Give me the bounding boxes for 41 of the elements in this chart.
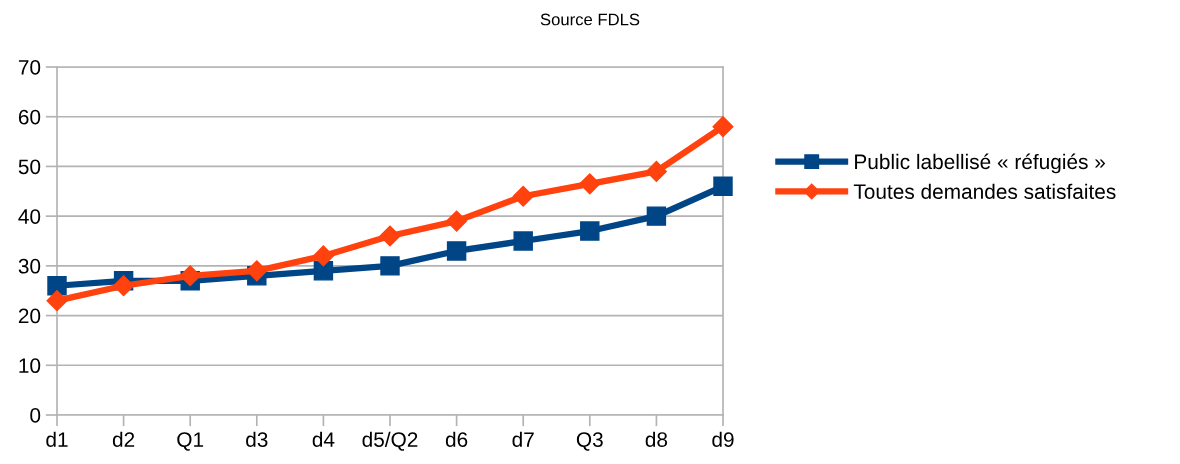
legend-label: Toutes demandes satisfaites (853, 183, 1116, 199)
x-tick-label: d2 (112, 431, 135, 447)
point (46, 290, 68, 312)
point (380, 256, 400, 276)
x-tick-label: d5/Q2 (362, 431, 418, 451)
y-tick-label: 0 (30, 408, 41, 423)
x-tick-label: d7 (512, 431, 534, 447)
x-tick-label: d6 (445, 431, 468, 447)
y-tick-label: 40 (18, 209, 41, 224)
point (513, 231, 533, 251)
y-tick-label: 60 (18, 109, 41, 125)
point (512, 185, 534, 207)
point (47, 276, 67, 296)
point (313, 261, 334, 281)
x-tick-label: d3 (246, 431, 268, 447)
point (446, 241, 467, 261)
y-tick-label: 10 (19, 358, 41, 374)
x-tick-label: d1 (46, 431, 68, 447)
chart-title: Source FDLS (540, 13, 640, 26)
point (646, 206, 667, 226)
point (113, 275, 135, 297)
point (446, 210, 468, 232)
y-tick-label: 20 (18, 308, 41, 324)
y-tick-label: 70 (18, 60, 41, 75)
legend-label: Public labellisé « réfugiés » (855, 153, 1105, 174)
y-tick-label: 30 (18, 258, 41, 274)
x-tick-label: Q3 (576, 432, 603, 451)
x-tick-label: Q1 (177, 432, 204, 451)
point (246, 260, 268, 282)
point (713, 176, 733, 197)
point (379, 225, 401, 247)
point (312, 245, 334, 267)
point (179, 265, 201, 287)
x-tick-label: d4 (312, 431, 335, 447)
y-tick-label: 50 (18, 159, 41, 175)
x-tick-label: d9 (712, 431, 734, 447)
point (580, 221, 600, 241)
point (645, 160, 667, 182)
x-tick-label: d8 (645, 431, 668, 447)
point (712, 116, 734, 138)
point (579, 173, 601, 195)
